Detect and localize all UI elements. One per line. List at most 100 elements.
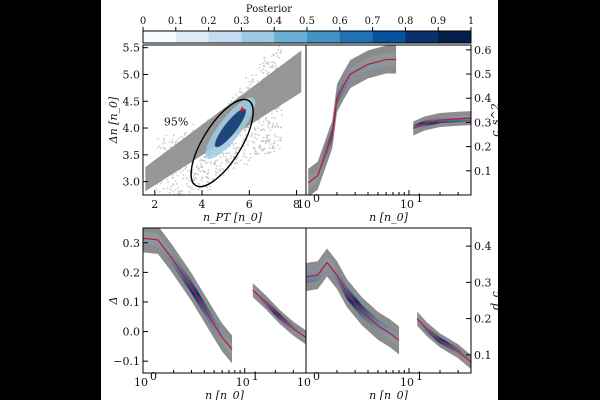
sample-point xyxy=(209,188,212,190)
figure-svg: Posterior 0 0.1 0.2 0.3 0.4 0.5 0.6 0.7 0.8 0.9 1 … xyxy=(107,4,498,400)
sample-point xyxy=(175,215,177,217)
plot-area-top-right xyxy=(307,45,471,195)
sample-point xyxy=(175,234,177,236)
sample-point xyxy=(258,66,261,69)
x-axis-label: n [n_0] xyxy=(369,389,408,400)
sample-point xyxy=(177,213,179,215)
sample-point xyxy=(165,217,167,219)
sample-point xyxy=(246,163,249,166)
median-line-0 xyxy=(306,261,400,341)
sample-point xyxy=(222,152,225,155)
colorbar-tick-label-10: 1 xyxy=(468,16,474,27)
sample-point xyxy=(165,234,167,236)
y-axis-label: c_s^2 xyxy=(489,103,498,137)
sample-point xyxy=(185,166,188,168)
sample-point xyxy=(170,199,172,201)
sample-point xyxy=(192,123,195,126)
colorbar-tick-label-4: 0.4 xyxy=(266,16,282,27)
sample-point xyxy=(214,160,217,163)
sample-point xyxy=(247,143,249,146)
sample-point xyxy=(265,136,268,139)
sample-point xyxy=(189,180,192,183)
panel-top-left: 95% 2 4 6 8 3.0 3.5 4.0 4.5 5.0 5.5 n_PT [n_0] Δn [n… xyxy=(107,42,307,242)
median-line-1 xyxy=(416,318,471,363)
sample-point xyxy=(170,185,173,188)
sample-point xyxy=(235,147,238,150)
sample-point xyxy=(254,148,257,151)
sample-point xyxy=(191,186,193,188)
sample-point xyxy=(177,220,179,222)
sample-point xyxy=(180,135,183,138)
sample-point xyxy=(275,123,278,125)
sample-point xyxy=(256,80,259,82)
sample-point xyxy=(247,87,250,89)
y-tick-label-1: 0.2 xyxy=(474,141,492,154)
sample-point xyxy=(171,139,174,142)
x-axis-label: n [n_0] xyxy=(205,389,244,400)
sample-point xyxy=(177,186,179,189)
y-tick-label-0: −0.1 xyxy=(113,355,140,368)
sample-point xyxy=(171,204,173,206)
y-tick-label-4: 5.0 xyxy=(123,68,141,81)
sample-point xyxy=(235,93,238,96)
sample-point xyxy=(168,231,170,233)
sample-point xyxy=(252,80,255,83)
y-tick-label-2: 0.1 xyxy=(123,296,141,309)
axes-frame xyxy=(305,44,472,196)
sample-point xyxy=(278,56,281,59)
median-line-0 xyxy=(307,58,397,184)
sample-point xyxy=(270,66,273,69)
sample-point xyxy=(170,240,172,242)
sample-point xyxy=(262,136,265,139)
sample-point xyxy=(221,167,224,170)
core-band-1 xyxy=(417,315,471,366)
y-tick-label-2: 0.3 xyxy=(474,116,492,129)
sample-point xyxy=(168,141,171,143)
sample-point xyxy=(207,171,210,174)
panel-bottom-right: 10 0 10 10.10.20.30.4n [n_0]d_c xyxy=(297,227,498,400)
x-axis-label: n_PT [n_0] xyxy=(203,211,263,224)
sample-point xyxy=(172,173,175,176)
y-axis-label: d_c xyxy=(489,291,498,310)
x-tick-exp-0: 0 xyxy=(150,370,157,383)
sample-point xyxy=(166,204,168,206)
sample-point xyxy=(193,195,195,197)
sample-point xyxy=(241,140,244,143)
colorbar-swatch-5 xyxy=(307,31,341,43)
sample-point xyxy=(166,219,168,221)
y-tick-label-1: 0.0 xyxy=(123,326,141,339)
sample-point xyxy=(157,138,160,140)
sample-point xyxy=(276,55,279,58)
sample-point xyxy=(179,192,182,195)
sample-point xyxy=(222,154,225,157)
sample-point xyxy=(238,91,241,94)
sample-point xyxy=(176,174,179,177)
sample-point xyxy=(260,140,263,143)
sample-point xyxy=(170,235,172,237)
sample-point xyxy=(208,185,211,188)
sample-point xyxy=(182,173,185,176)
sample-point xyxy=(177,224,179,226)
sample-point xyxy=(229,157,232,160)
sample-point xyxy=(200,158,203,161)
colorbar-tick-label-0: 0 xyxy=(140,16,146,27)
sample-point xyxy=(268,134,271,137)
sample-point xyxy=(187,199,189,201)
sample-point xyxy=(252,78,254,80)
colorbar-tick-label-5: 0.5 xyxy=(299,16,315,27)
sample-point xyxy=(251,74,254,77)
x-tick-label-0: 10 xyxy=(134,376,148,389)
sample-point xyxy=(215,167,218,170)
colorbar-tick-label-1: 0.1 xyxy=(168,16,184,27)
sample-point xyxy=(263,56,266,59)
sample-point xyxy=(235,162,237,165)
sample-point xyxy=(265,69,268,72)
colorbar-tick-label-6: 0.6 xyxy=(332,16,348,27)
sample-point xyxy=(236,156,239,159)
sample-point xyxy=(222,174,225,177)
sample-point xyxy=(263,152,266,155)
x-tick-label-1: 4 xyxy=(199,198,206,211)
colorbar-tick-label-3: 0.3 xyxy=(233,16,249,27)
figure: Posterior 0 0.1 0.2 0.3 0.4 0.5 0.6 0.7 0.8 0.9 1 … xyxy=(101,0,498,400)
sample-point xyxy=(162,187,165,190)
